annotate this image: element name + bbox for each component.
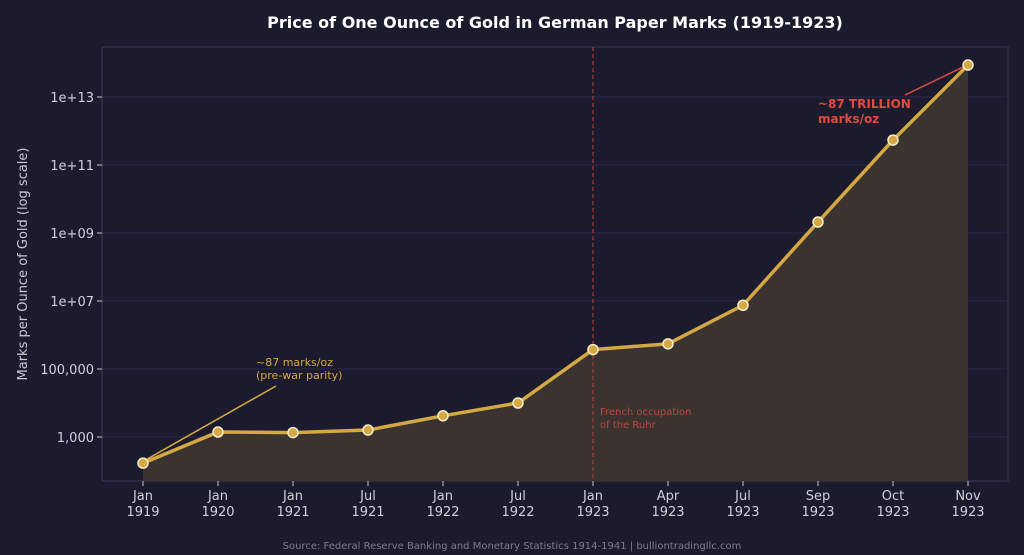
trillion-annotation: marks/oz: [818, 112, 879, 126]
y-tick-label: 100,000: [40, 363, 94, 378]
x-tick-label: Jan: [207, 489, 228, 504]
x-tick-label: Jan: [282, 489, 303, 504]
trillion-annotation: ~87 TRILLION: [818, 97, 911, 111]
x-tick-label: Jan: [582, 489, 603, 504]
x-tick-label: 1919: [126, 505, 159, 520]
x-tick-label: 1921: [351, 505, 384, 520]
chart-title: Price of One Ounce of Gold in German Pap…: [267, 13, 843, 32]
ruhr-annotation: of the Ruhr: [600, 420, 657, 431]
trillion-arrow: [904, 66, 964, 96]
x-tick-label: 1922: [426, 505, 459, 520]
data-point: [737, 299, 749, 311]
data-point: [362, 424, 374, 436]
y-tick-label: 1e+09: [50, 227, 94, 242]
x-tick-label: Jul: [359, 489, 376, 504]
data-point: [662, 338, 674, 350]
data-point: [812, 216, 824, 228]
x-tick-label: 1923: [726, 505, 759, 520]
source-note: Source: Federal Reserve Banking and Mone…: [283, 541, 742, 552]
y-tick-label: 1e+11: [50, 159, 94, 174]
x-tick-label: Sep: [806, 489, 831, 504]
price-line: [142, 63, 970, 465]
x-tick-label: Jan: [132, 489, 153, 504]
data-point: [212, 426, 224, 438]
x-tick-label: Jul: [509, 489, 526, 504]
parity-annotation: ~87 marks/oz: [256, 356, 333, 369]
x-tick-label: Oct: [882, 489, 904, 504]
y-axis-label: Marks per Ounce of Gold (log scale): [16, 148, 31, 381]
data-point: [587, 343, 599, 356]
ruhr-annotation: French occupation: [600, 407, 692, 418]
x-tick-label: 1923: [576, 505, 609, 520]
data-point: [887, 134, 899, 146]
data-point: [437, 410, 449, 422]
y-tick-label: 1,000: [57, 431, 94, 446]
data-point: [287, 426, 299, 439]
x-tick-label: 1920: [201, 505, 234, 520]
x-tick-label: 1923: [951, 505, 984, 520]
data-point: [137, 457, 149, 469]
area-fill: [143, 65, 968, 482]
x-tick-label: Jul: [734, 489, 751, 504]
x-tick-label: 1923: [801, 505, 834, 520]
x-tick-label: 1921: [276, 505, 309, 520]
x-tick-label: 1923: [876, 505, 909, 520]
x-tick-label: 1923: [651, 505, 684, 520]
y-tick-label: 1e+13: [50, 91, 94, 106]
x-tick-label: Apr: [657, 489, 680, 504]
parity-annotation: (pre-war parity): [256, 369, 342, 382]
x-tick-label: Nov: [955, 489, 981, 504]
data-point: [962, 59, 974, 71]
parity-arrow: [146, 385, 277, 460]
x-tick-label: 1922: [501, 505, 534, 520]
y-tick-label: 1e+07: [50, 295, 94, 310]
data-point: [512, 397, 524, 409]
x-tick-label: Jan: [432, 489, 453, 504]
